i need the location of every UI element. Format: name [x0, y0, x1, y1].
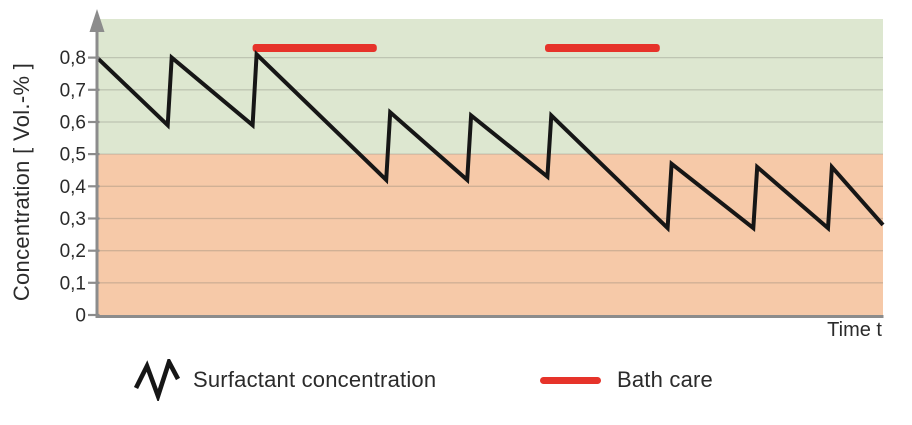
y-axis-tick-label: 0,1 — [60, 273, 86, 294]
y-axis-tick-label: 0,5 — [60, 145, 86, 166]
surfactant-concentration-line — [95, 49, 885, 233]
concentration-chart: 0 0,1 0,2 0,3 0,4 0,5 0,6 0,7 0,8 — [60, 9, 885, 327]
y-axis-title: Concentration [ Vol.-% ] — [9, 62, 34, 302]
surfactant-zigzag-icon — [133, 359, 181, 401]
bath-care-bar — [252, 44, 377, 52]
zone-below-threshold — [98, 154, 883, 315]
y-axis-tick-label: 0,7 — [60, 80, 86, 101]
bath-care-bar — [545, 44, 660, 52]
legend-item-surfactant: Surfactant concentration — [133, 358, 436, 402]
y-axis-tick-label: 0,3 — [60, 209, 86, 230]
y-axis-tick-label: 0 — [75, 306, 86, 327]
y-axis-tick-label: 0,2 — [60, 241, 86, 262]
y-axis-arrow-icon — [89, 9, 105, 32]
y-axis-tick-label: 0,6 — [60, 113, 86, 134]
zone-above-threshold — [98, 19, 883, 155]
bath-care-line-icon — [540, 376, 601, 384]
legend-label-surfactant: Surfactant concentration — [193, 367, 437, 392]
x-axis-title: Time t — [827, 319, 882, 341]
y-axis-tick-label: 0,4 — [60, 177, 87, 198]
legend-item-bath-care: Bath care — [540, 358, 713, 402]
y-axis-tick-label: 0,8 — [60, 48, 86, 69]
legend-label-bath-care: Bath care — [617, 367, 713, 392]
